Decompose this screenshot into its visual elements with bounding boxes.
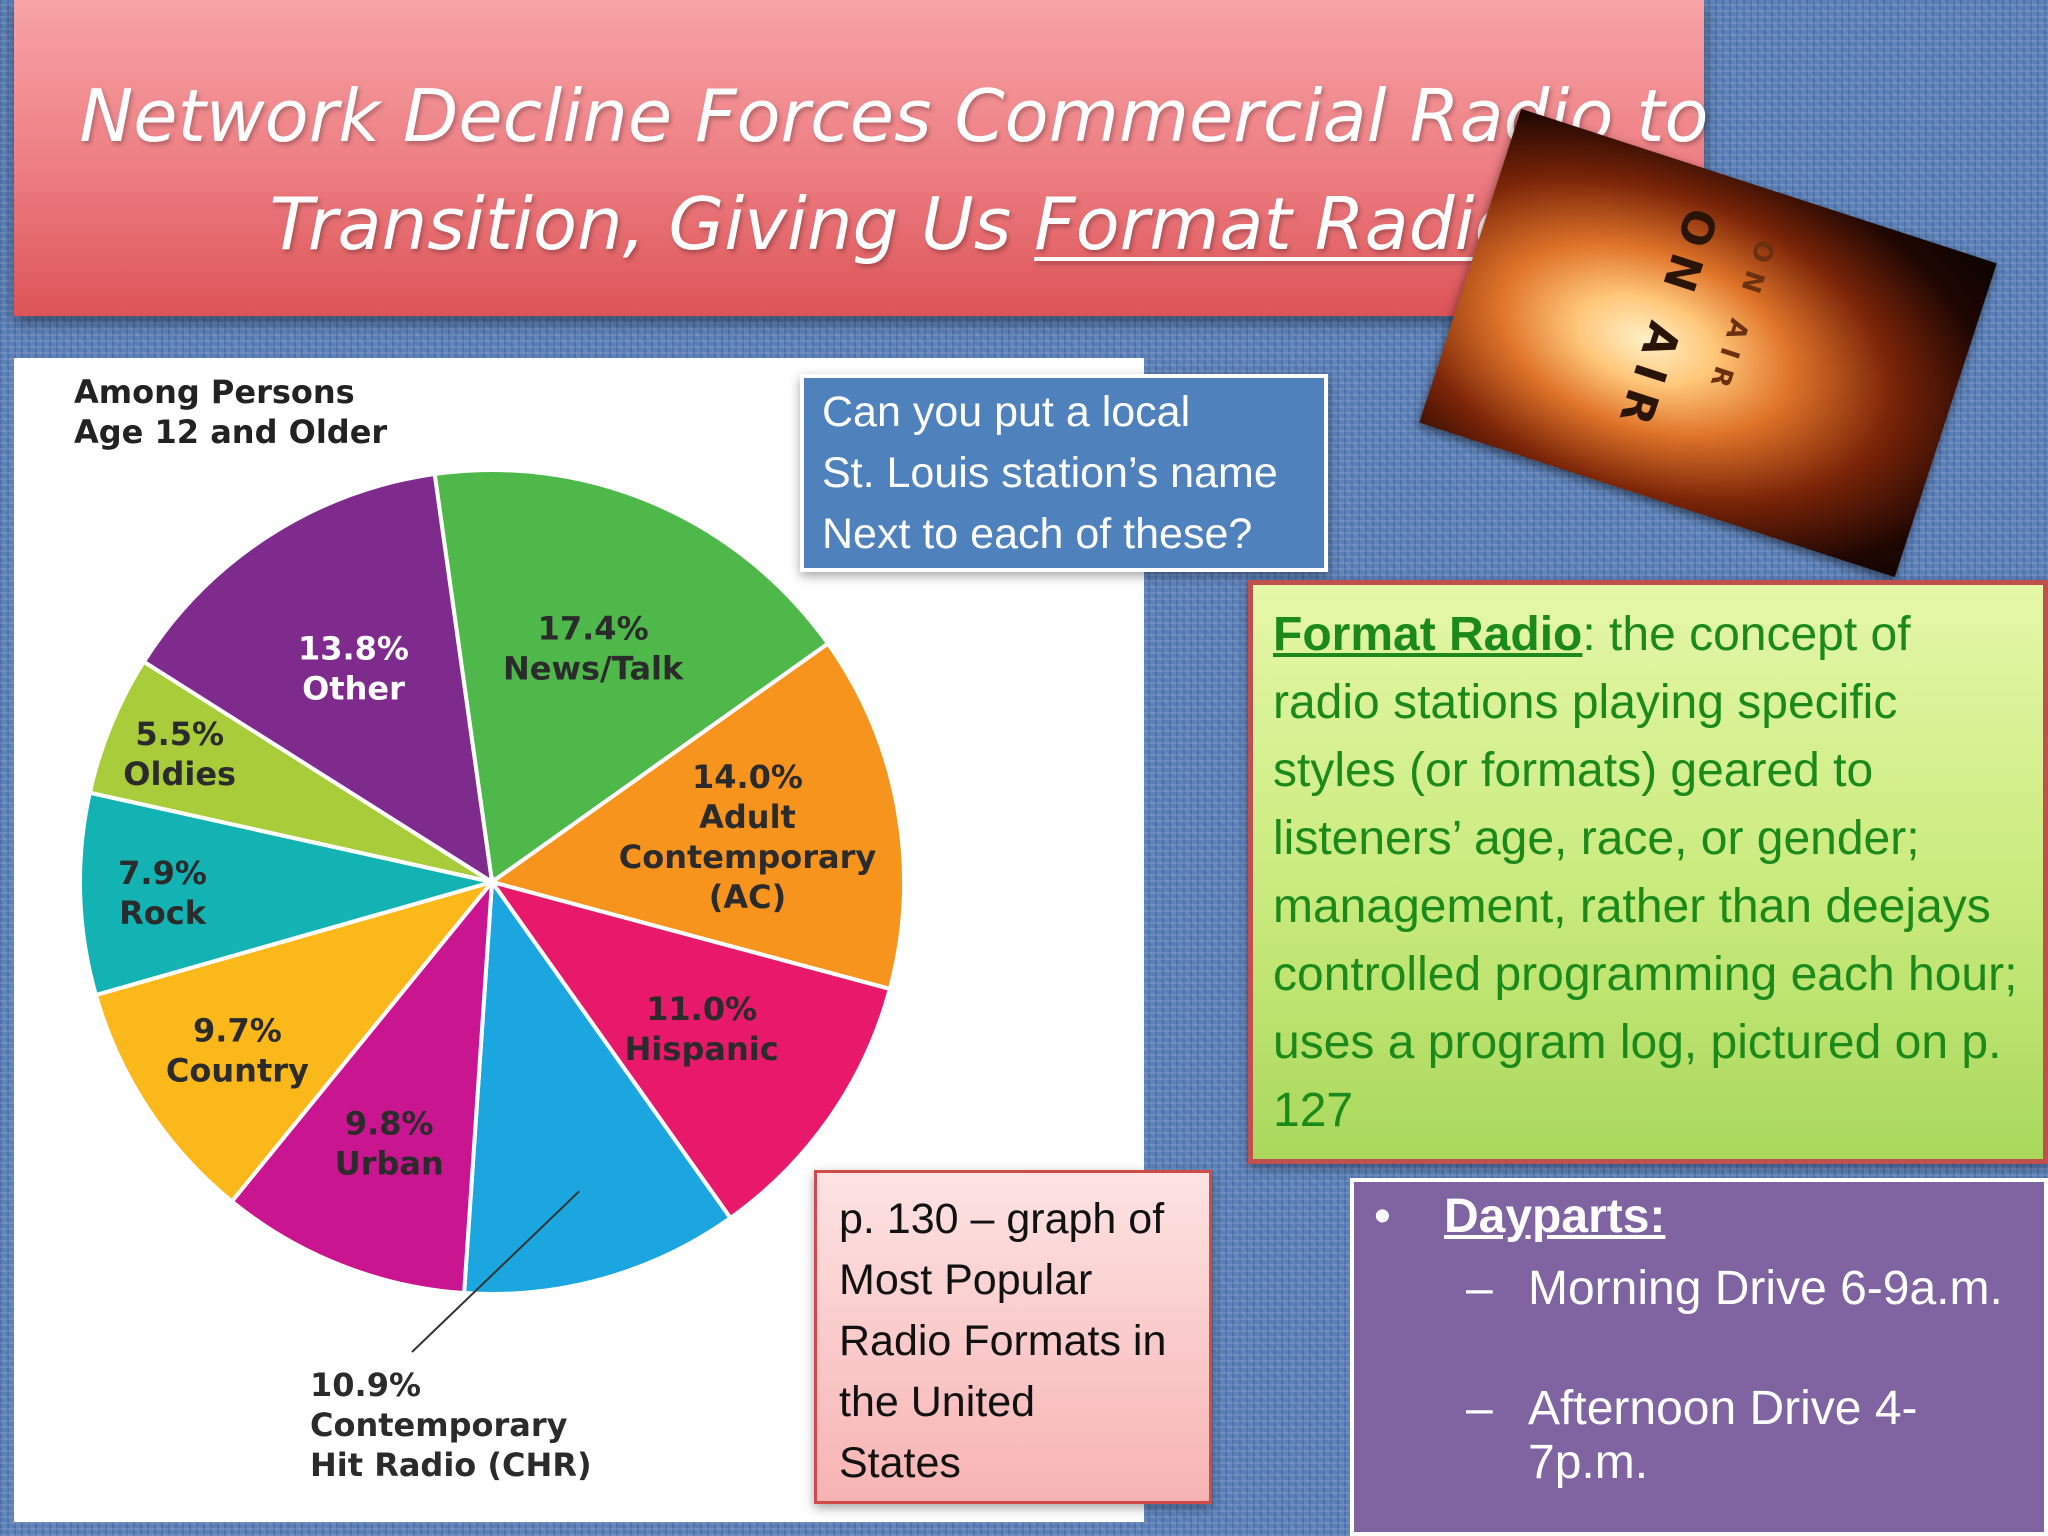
on-air-sign-text-small: ON AIR	[1700, 236, 1780, 401]
slice-label-0: 17.4% News/Talk	[503, 609, 684, 687]
daypart-item: – Morning Drive 6-9a.m.	[1466, 1262, 2026, 1316]
pie-slice-country	[93, 878, 498, 1205]
format-radio-term: Format Radio	[1273, 608, 1583, 661]
pie-slice-urban	[229, 875, 495, 1296]
on-air-photo: ON AIR ON AIR	[1419, 108, 1997, 578]
pie-slice-rock	[78, 790, 493, 998]
dayparts-box: • Dayparts: – Morning Drive 6-9a.m. – Aft…	[1350, 1178, 2048, 1536]
dayparts-heading: Dayparts:	[1444, 1190, 1666, 1243]
daypart-afternoon: Afternoon Drive 4-7p.m.	[1528, 1382, 1918, 1489]
dayparts-heading-row: • Dayparts:	[1374, 1188, 1665, 1246]
format-radio-text: : the concept of radio stations playing …	[1273, 608, 2018, 1137]
pie-slice-news-talk	[432, 468, 831, 886]
slice-label-8: 13.8% Other	[298, 629, 409, 707]
slice-label-2: 11.0% Hispanic	[625, 990, 779, 1068]
page-ref-line-5: States	[839, 1439, 961, 1487]
slice-label-7: 5.5% Oldies	[123, 715, 236, 793]
pie-slice-adult-contemporary-ac	[487, 640, 906, 992]
on-air-sign-text: ON AIR	[1605, 201, 1727, 441]
title-line-1: Network Decline Forces Commercial Radio …	[79, 74, 1709, 158]
question-line-2: St. Louis station’s name	[822, 449, 1278, 497]
dash-icon: –	[1466, 1382, 1493, 1435]
pie-slice-oldies	[87, 658, 494, 884]
page-ref-line-1: p. 130 – graph of	[839, 1195, 1165, 1243]
slice-label-1: 14.0% Adult Contemporary (AC)	[619, 758, 877, 916]
format-radio-definition: Format Radio: the concept of radio stati…	[1248, 580, 2048, 1164]
page-reference-box: p. 130 – graph of Most Popular Radio For…	[814, 1170, 1212, 1504]
chart-title: Among Persons Age 12 and Older	[74, 373, 388, 451]
bullet-icon: •	[1374, 1190, 1391, 1243]
page-ref-line-2: Most Popular	[839, 1256, 1093, 1304]
slice-label-5: 9.7% Country	[166, 1012, 309, 1090]
question-line-3: Next to each of these?	[822, 510, 1253, 558]
chr-leader-line	[411, 1190, 580, 1353]
title-line-2-prefix: Transition, Giving Us	[269, 182, 1035, 266]
pie-chart: 17.4% News/Talk 14.0% Adult Contemporary (AC)…	[78, 468, 906, 1484]
pie-slice-contemporary-hit-radio-chr	[461, 876, 734, 1296]
title-format-radio: Format Radio	[1034, 182, 1519, 266]
slide-title: Network Decline Forces Commercial Radio …	[14, 62, 1774, 278]
page-ref-line-3: Radio Formats in	[839, 1317, 1167, 1365]
question-line-1: Can you put a local	[822, 388, 1191, 436]
daypart-item: – Afternoon Drive 4-7p.m.	[1466, 1382, 2026, 1490]
title-banner: Network Decline Forces Commercial Radio …	[14, 0, 1709, 316]
slice-label-3: 10.9% Contemporary Hit Radio (CHR)	[310, 1366, 592, 1484]
daypart-morning: Morning Drive 6-9a.m.	[1528, 1262, 2003, 1315]
question-box: Can you put a local St. Louis station’s …	[800, 374, 1328, 572]
slice-label-4: 9.8% Urban	[335, 1105, 444, 1183]
slice-label-6: 7.9% Rock	[118, 854, 207, 932]
dash-icon: –	[1466, 1262, 1493, 1315]
pie-slice-hispanic	[487, 878, 893, 1221]
pie-slice-other	[141, 471, 495, 887]
page-ref-line-4: the United	[839, 1378, 1036, 1426]
